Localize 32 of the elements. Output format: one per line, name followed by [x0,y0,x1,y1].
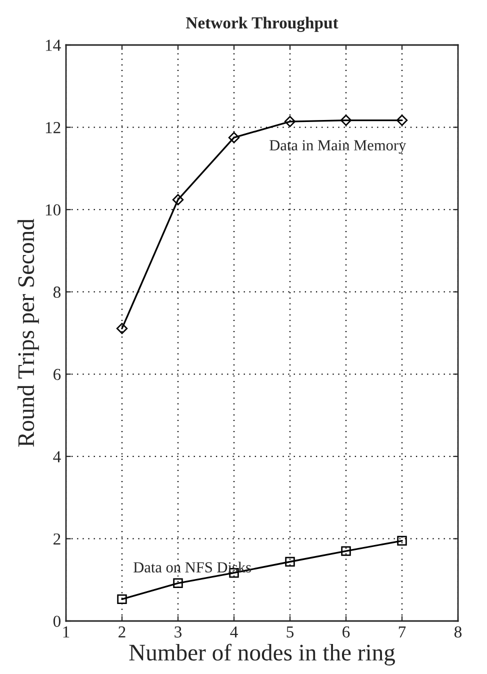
point [117,594,127,604]
series-label: Data in Main Memory [270,140,406,154]
point [284,116,296,128]
x-tick-label: 5 [286,626,294,638]
y-tick-label: 4 [53,451,61,462]
x-tick-label: 8 [454,626,462,638]
point [285,556,295,567]
point [172,194,184,206]
x-tick-label: 6 [342,626,350,638]
point [341,546,351,556]
x-tick-label: 1 [63,626,70,638]
x-tick-label: 7 [398,626,406,638]
x-tick-label: 2 [118,626,126,638]
y-tick-label: 8 [53,286,61,298]
y-tick-label: 14 [46,40,61,51]
point [173,578,183,588]
series-label: Data on NFS Disks [134,562,251,572]
y-tick-label: 0 [53,616,61,627]
y-tick-label: 10 [46,204,61,216]
point [397,536,407,546]
y-axis-title: Round Trips per Second [18,218,39,447]
point [228,132,240,144]
y-tick-label: 2 [54,533,60,544]
point [396,114,408,126]
x-tick-label: 3 [174,626,182,638]
point [340,114,352,126]
x-axis-title: Number of nodes in the ring [129,644,395,666]
chart-title: Network Throughput [186,16,338,32]
y-tick-label: 6 [54,368,61,380]
point [116,322,128,334]
x-tick-label: 4 [230,626,238,638]
y-tick-label: 12 [46,122,60,134]
